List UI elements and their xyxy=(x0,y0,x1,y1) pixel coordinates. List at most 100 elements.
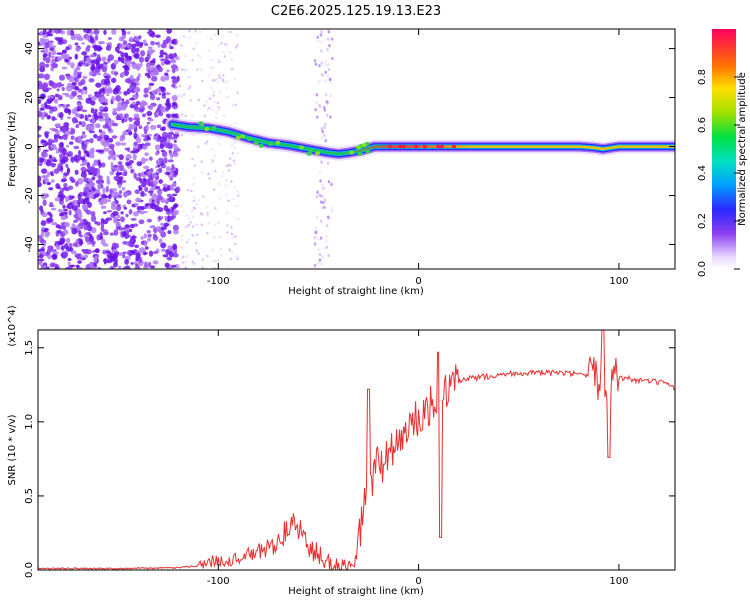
noise-speck xyxy=(233,141,237,145)
noise-speck xyxy=(130,169,134,174)
noise-speck xyxy=(73,68,78,75)
noise-speck xyxy=(87,124,94,131)
noise-speck xyxy=(172,243,178,250)
noise-speck xyxy=(39,37,45,44)
snr-multiplier: (x10^4) xyxy=(7,305,18,346)
y-tick-label: 0 xyxy=(24,143,35,149)
noise-speck xyxy=(133,261,139,265)
noise-speck xyxy=(135,47,140,53)
noise-speck xyxy=(192,199,196,203)
noise-speck xyxy=(331,209,334,213)
noise-speck xyxy=(53,98,59,104)
noise-speck xyxy=(121,187,126,191)
noise-speck xyxy=(70,250,77,255)
noise-speck xyxy=(159,49,165,57)
x-tick-label: 0 xyxy=(415,276,421,287)
noise-speck xyxy=(64,59,69,63)
noise-speck xyxy=(127,126,134,130)
noise-speck xyxy=(214,169,217,173)
noise-speck xyxy=(129,239,134,244)
noise-speck xyxy=(130,250,135,255)
noise-speck xyxy=(207,172,210,176)
noise-speck xyxy=(56,56,63,62)
noise-speck xyxy=(163,52,168,56)
noise-speck xyxy=(46,31,50,37)
noise-speck xyxy=(124,78,131,84)
noise-speck xyxy=(141,181,147,188)
noise-speck xyxy=(213,154,216,157)
noise-speck xyxy=(318,64,321,68)
noise-speck xyxy=(71,204,78,211)
noise-speck xyxy=(154,144,161,151)
noise-speck xyxy=(217,58,220,61)
noise-speck xyxy=(207,221,210,225)
noise-speck xyxy=(90,65,96,72)
noise-speck xyxy=(164,72,169,76)
noise-speck xyxy=(115,85,121,92)
noise-speck xyxy=(118,190,123,195)
noise-speck xyxy=(82,161,88,166)
noise-speck xyxy=(128,131,133,136)
noise-speck xyxy=(214,207,217,210)
noise-speck xyxy=(122,240,128,245)
noise-speck xyxy=(197,198,201,202)
noise-speck xyxy=(224,96,228,100)
noise-speck xyxy=(165,106,169,112)
noise-speck xyxy=(87,178,93,183)
noise-speck xyxy=(165,198,169,204)
noise-speck xyxy=(172,151,179,158)
noise-speck xyxy=(112,107,117,114)
noise-speck xyxy=(115,172,122,176)
noise-speck xyxy=(233,185,237,189)
noise-speck xyxy=(67,185,74,190)
noise-speck xyxy=(144,72,150,77)
noise-speck xyxy=(178,57,181,60)
noise-speck xyxy=(210,65,213,69)
noise-speck xyxy=(122,251,127,255)
noise-speck xyxy=(191,215,195,219)
noise-speck xyxy=(53,117,57,121)
noise-speck xyxy=(73,107,78,111)
noise-speck xyxy=(172,209,180,215)
noise-speck xyxy=(49,201,54,208)
noise-speck xyxy=(50,164,56,168)
noise-speck xyxy=(191,225,195,228)
noise-speck xyxy=(113,261,118,268)
noise-speck xyxy=(158,190,163,195)
noise-speck xyxy=(210,86,213,90)
noise-speck xyxy=(49,127,56,131)
noise-speck xyxy=(187,238,190,241)
noise-speck xyxy=(96,169,101,175)
noise-speck xyxy=(206,214,209,217)
noise-speck xyxy=(205,206,208,209)
noise-speck xyxy=(48,187,54,191)
noise-speck xyxy=(77,135,82,142)
noise-speck xyxy=(50,66,55,72)
noise-speck xyxy=(46,181,51,186)
noise-speck xyxy=(110,203,117,211)
noise-speck xyxy=(206,232,209,235)
colorbar-label: Normalized spectral amplitude xyxy=(737,72,748,226)
noise-speck xyxy=(200,160,203,163)
noise-speck xyxy=(68,209,72,216)
noise-speck xyxy=(151,193,158,200)
noise-speck xyxy=(66,167,70,174)
noise-speck xyxy=(68,75,75,83)
noise-speck xyxy=(158,179,164,184)
noise-speck xyxy=(77,62,83,66)
noise-speck xyxy=(123,90,128,96)
noise-speck xyxy=(195,233,199,236)
noise-speck xyxy=(115,94,122,102)
noise-speck xyxy=(83,175,87,183)
y-tick-label: 1.0 xyxy=(24,414,35,430)
noise-speck xyxy=(131,62,138,70)
noise-speck xyxy=(140,190,145,197)
noise-speck xyxy=(178,177,182,181)
noise-speck xyxy=(51,146,58,150)
noise-speck xyxy=(159,138,166,142)
noise-speck xyxy=(121,180,127,183)
noise-speck xyxy=(83,29,88,33)
noise-speck xyxy=(217,74,221,77)
noise-speck xyxy=(144,142,151,147)
noise-speck xyxy=(236,190,240,193)
